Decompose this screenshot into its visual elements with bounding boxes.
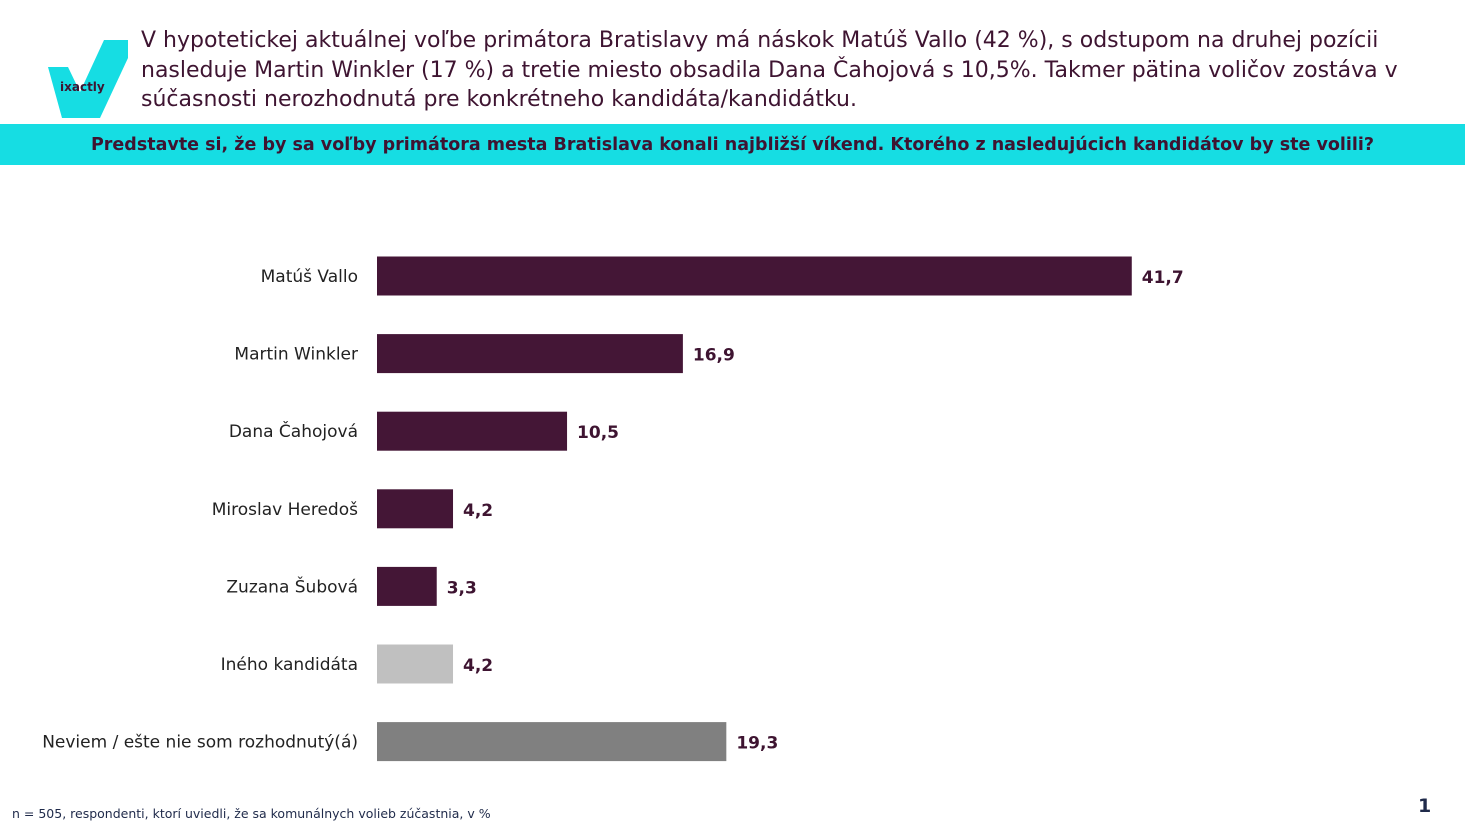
category-label: Dana Čahojová [229, 420, 358, 442]
bar-6 [377, 722, 727, 762]
value-label: 4,2 [463, 501, 493, 521]
bar-0 [377, 256, 1132, 296]
page-number: 1 [1418, 795, 1432, 817]
survey-question: Predstavte si, že by sa voľby primátora … [90, 134, 1375, 155]
value-label: 10,5 [577, 423, 619, 443]
ixactly-logo: ixactly [48, 40, 128, 118]
bar-4 [377, 566, 437, 606]
category-label: Matúš Vallo [261, 267, 358, 287]
bar-3 [377, 489, 454, 529]
bar-2 [377, 411, 568, 451]
category-label: Neviem / ešte nie som rozhodnutý(á) [42, 733, 358, 753]
bar-1 [377, 334, 683, 374]
value-label: 4,2 [463, 656, 493, 676]
question-band: Predstavte si, že by sa voľby primátora … [0, 124, 1465, 165]
value-label: 3,3 [447, 578, 477, 598]
footnote: n = 505, respondenti, ktorí uviedli, že … [12, 806, 491, 821]
value-label: 16,9 [693, 346, 735, 366]
category-label: Martin Winkler [234, 345, 358, 365]
category-label: Zuzana Šubová [226, 575, 358, 597]
category-label: Iného kandidáta [221, 655, 358, 675]
logo-text: ixactly [60, 80, 105, 94]
category-label: Miroslav Heredoš [212, 500, 358, 520]
value-label: 41,7 [1142, 268, 1184, 288]
bar-5 [377, 644, 454, 684]
value-label: 19,3 [736, 734, 778, 754]
headline: V hypotetickej aktuálnej voľbe primátora… [141, 28, 1398, 112]
